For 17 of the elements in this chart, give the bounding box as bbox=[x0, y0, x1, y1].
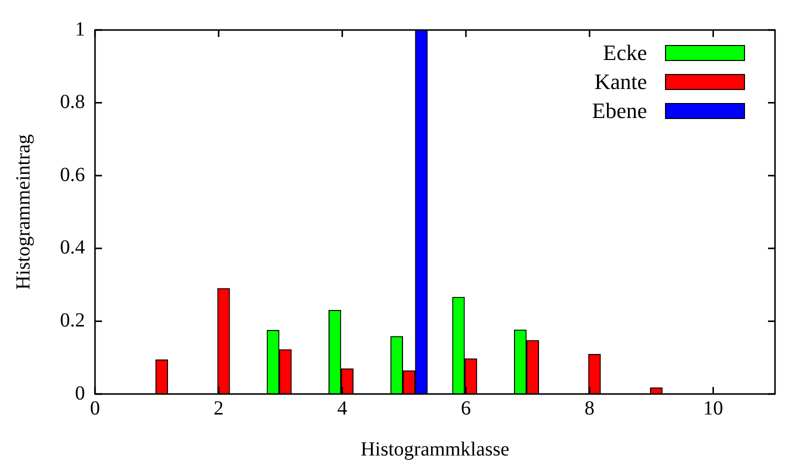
legend-label: Kante bbox=[594, 68, 647, 94]
x-tick-label: 0 bbox=[90, 397, 100, 420]
x-tick-label: 4 bbox=[337, 397, 348, 420]
x-tick-label: 10 bbox=[703, 397, 724, 420]
x-tick-label: 8 bbox=[584, 397, 595, 420]
y-tick-label: 0.6 bbox=[60, 164, 85, 186]
y-axis-title: Histogrammeintrag bbox=[12, 134, 34, 290]
legend-label: Ecke bbox=[603, 40, 647, 66]
y-tick-label: 0.8 bbox=[60, 91, 85, 114]
y-tick-label: 1 bbox=[75, 18, 85, 40]
x-tick-label: 2 bbox=[214, 397, 224, 420]
y-tick-label: 0.4 bbox=[60, 236, 85, 259]
y-tick-label: 0 bbox=[75, 382, 85, 404]
x-tick-label: 6 bbox=[460, 397, 471, 420]
x-axis-title: Histogrammklasse bbox=[360, 438, 510, 460]
y-tick-label: 0.2 bbox=[60, 309, 85, 332]
legend-label: Ebene bbox=[592, 98, 647, 124]
